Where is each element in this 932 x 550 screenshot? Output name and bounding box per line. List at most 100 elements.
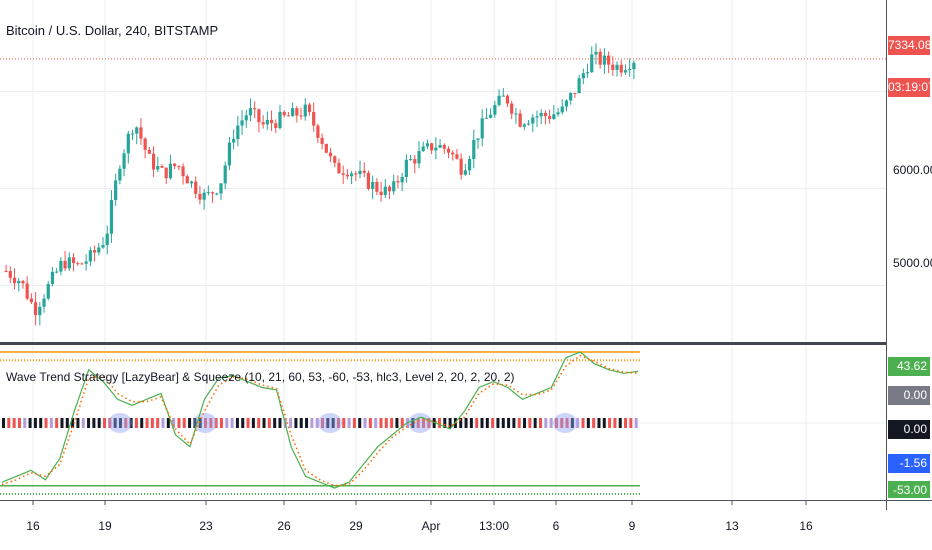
candle-body (548, 116, 552, 119)
candle-body (493, 105, 497, 115)
candle-body (354, 173, 358, 175)
last-price-badge: 7334.08 (888, 36, 931, 55)
candle-body (215, 193, 219, 195)
candle-body (109, 199, 114, 234)
indicator-title[interactable]: Wave Trend Strategy [LazyBear] & Squeeze… (6, 370, 515, 384)
squeeze-dot (416, 418, 420, 428)
squeeze-dot (235, 418, 239, 428)
candle-body (602, 55, 606, 65)
candle-body (472, 139, 476, 159)
wave-trend-line (1, 351, 639, 489)
squeeze-dot (634, 418, 638, 428)
squeeze-dot (145, 418, 149, 428)
time-axis-label: 9 (628, 519, 636, 533)
candle-body (459, 158, 463, 175)
candle-body (379, 191, 383, 196)
squeeze-dot (267, 418, 271, 428)
candle-body (303, 104, 307, 117)
candle-body (489, 114, 493, 118)
candle-body (569, 92, 573, 101)
squeeze-dot (257, 418, 261, 428)
squeeze-dot (17, 418, 21, 428)
time-axis-label: 23 (199, 519, 213, 533)
squeeze-dot (28, 418, 32, 428)
candle-body (611, 64, 615, 70)
candle-body (505, 95, 510, 104)
candle-body (46, 283, 50, 299)
squeeze-dot (60, 418, 64, 428)
candle-body (76, 263, 80, 265)
candle-body (236, 125, 240, 139)
squeeze-dot (358, 418, 362, 428)
candle-body (590, 54, 594, 73)
squeeze-dot (400, 418, 404, 428)
squeeze-dot (368, 418, 372, 428)
squeeze-dot (347, 418, 351, 428)
squeeze-dot (129, 418, 133, 428)
squeeze-dot (124, 418, 128, 428)
candle-body (560, 106, 564, 113)
time-axis-label: 19 (98, 519, 112, 533)
candle-body (168, 163, 173, 179)
squeeze-dot (294, 418, 298, 428)
squeeze-dot (140, 418, 144, 428)
squeeze-dot (49, 418, 53, 428)
squeeze-dot (352, 418, 356, 428)
candle-body (139, 127, 143, 139)
candle-body (151, 153, 156, 170)
squeeze-dot (491, 418, 495, 428)
candle-body (105, 233, 109, 246)
squeeze-dot (251, 418, 255, 428)
squeeze-dot (395, 418, 399, 428)
candle-body (324, 143, 328, 153)
candle-body (514, 113, 518, 115)
squeeze-dot (273, 418, 277, 428)
candle-body (265, 119, 269, 125)
time-axis-label: 16 (799, 519, 813, 533)
squeeze-dot (608, 418, 612, 428)
squeeze-dot (188, 418, 192, 428)
candle-body (29, 298, 33, 303)
candle-body (434, 147, 438, 151)
candle-body (594, 51, 598, 55)
squeeze-dot (33, 418, 37, 428)
candle-body (206, 192, 210, 194)
squeeze-dot (97, 418, 101, 428)
candle-body (160, 165, 164, 168)
candle-body (156, 165, 160, 170)
squeeze-dot (92, 418, 96, 428)
candle-body (17, 280, 21, 284)
squeeze-dot (172, 418, 176, 428)
candle-body (396, 181, 400, 183)
squeeze-dot (321, 418, 324, 428)
squeeze-dot (549, 418, 553, 428)
squeeze-dot (602, 418, 606, 428)
squeeze-dot (528, 418, 532, 428)
candle-body (261, 122, 265, 125)
candle-body (476, 138, 480, 140)
candle-body (122, 153, 126, 169)
squeeze-dot (103, 418, 107, 428)
candle-body (442, 144, 446, 149)
squeeze-dot (118, 418, 122, 428)
candle-body (455, 154, 459, 159)
squeeze-dot (437, 418, 441, 428)
candle-body (522, 124, 526, 127)
squeeze-dot (459, 418, 463, 428)
candle-body (518, 113, 522, 127)
squeeze-dot (87, 418, 91, 428)
squeeze-dot (246, 418, 250, 428)
squeeze-dot (427, 418, 431, 428)
squeeze-dot (230, 418, 234, 428)
candle-body (38, 306, 42, 316)
squeeze-dot (156, 418, 160, 428)
candle-body (480, 118, 484, 139)
candle-body (253, 108, 257, 110)
candle-body (345, 174, 349, 177)
squeeze-dot (76, 418, 80, 428)
squeeze-dot (613, 418, 617, 428)
candle-body (232, 138, 236, 143)
candle-body (126, 133, 130, 154)
candle-body (581, 73, 585, 79)
